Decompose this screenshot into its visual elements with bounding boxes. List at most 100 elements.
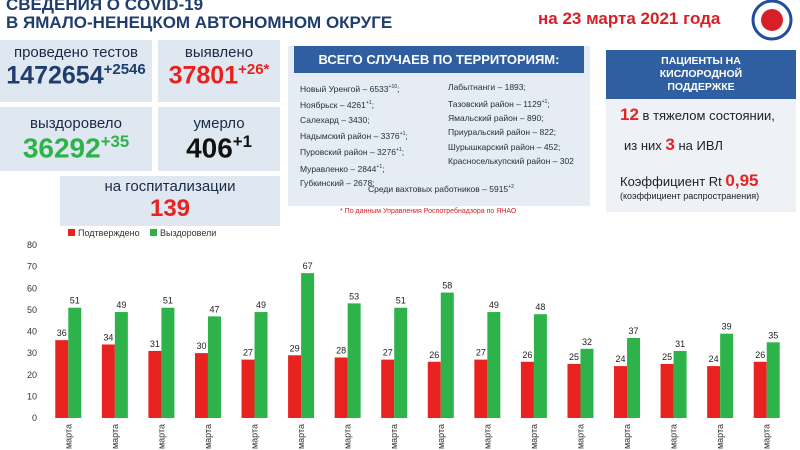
territory-item: Красноселькупский район – 302 — [448, 154, 574, 169]
ivl-value: 3 — [665, 135, 675, 154]
territory-text: Тазовский район – 1129 — [448, 98, 542, 109]
chart: 0 10 20 30 40 50 60 70 80 Подтверждено Выздоровели… — [27, 228, 780, 450]
territory-tail: ; — [397, 83, 400, 94]
territory-item: Ямальский район – 890; — [448, 111, 574, 126]
territory-delta: +2 — [508, 184, 514, 190]
rt-label: Коэффициент Rt — [620, 174, 722, 189]
x-tick-label: 12 марта — [250, 424, 260, 450]
value-label: 51 — [163, 296, 173, 306]
y-tick-label: 60 — [27, 283, 37, 293]
territory-tail: ; — [371, 100, 375, 111]
y-tick-label: 10 — [27, 391, 37, 401]
value-label: 51 — [396, 296, 406, 306]
logo — [751, 0, 793, 41]
x-tick-label: 19 марта — [575, 424, 585, 450]
delta: +35 — [100, 132, 130, 151]
bar — [254, 312, 268, 418]
value-label: 28 — [336, 345, 346, 355]
label: проведено тестов — [13, 44, 139, 61]
y-tick-label: 30 — [27, 348, 37, 358]
x-tick-label: 17 марта — [482, 424, 492, 450]
value: 36292 — [22, 132, 101, 164]
patients-title: ПАЦИЕНТЫ НА КИСЛОРОДНОЙ ПОДДЕРЖКЕ — [606, 50, 796, 99]
x-tick-label: 23 марта — [762, 424, 772, 450]
x-tick-label: 20 марта — [622, 424, 632, 450]
territory-item: Муравленко – 2844+1; — [300, 160, 408, 176]
bar — [334, 357, 348, 418]
bar — [194, 353, 208, 418]
delta: +1 — [232, 132, 252, 151]
bar — [68, 307, 82, 418]
territory-panel: ВСЕГО СЛУЧАЕВ ПО ТЕРРИТОРИЯМ: Новый Урен… — [288, 46, 590, 206]
value-label: 25 — [569, 352, 579, 362]
y-tick-label: 0 — [32, 413, 37, 423]
bar — [520, 361, 534, 418]
value-label: 48 — [535, 302, 545, 312]
bar — [394, 307, 408, 418]
y-tick-label: 20 — [27, 370, 37, 380]
bar — [627, 337, 641, 418]
bar — [474, 359, 488, 418]
x-tick-label: 14 марта — [343, 424, 353, 450]
territory-delta: +1 — [399, 131, 406, 138]
value-label: 49 — [256, 300, 266, 310]
x-tick-label: 16 марта — [436, 424, 446, 450]
patients-panel: ПАЦИЕНТЫ НА КИСЛОРОДНОЙ ПОДДЕРЖКЕ 12 в т… — [606, 50, 796, 212]
territory-text: Ноябрьск – 4261 — [300, 100, 366, 111]
value: 139 — [149, 195, 191, 222]
value-label: 31 — [150, 339, 160, 349]
severe-label: в тяжелом состоянии, — [642, 108, 775, 123]
territory-title: ВСЕГО СЛУЧАЕВ ПО ТЕРРИТОРИЯМ: — [294, 46, 584, 73]
territory-tail: ; — [382, 163, 385, 174]
x-tick-label: 10 марта — [156, 424, 166, 450]
territory-text: Среди вахтовых работников – 5915 — [368, 183, 509, 194]
territory-delta: +1 — [541, 98, 548, 105]
territory-text: Новый Уренгой – 6533 — [300, 83, 389, 94]
value-label: 34 — [103, 332, 113, 342]
bar — [288, 355, 302, 418]
territory-item: Надымский район – 3376+1; — [300, 127, 408, 143]
y-tick-label: 80 — [27, 240, 37, 250]
bar — [241, 359, 255, 418]
value-label: 47 — [209, 304, 219, 314]
value-label: 35 — [768, 330, 778, 340]
bar — [101, 344, 115, 418]
date: на 23 марта 2021 года — [538, 9, 721, 28]
value-label: 51 — [70, 296, 80, 306]
bar — [487, 312, 501, 418]
header-title: СВЕДЕНИЯ О COVID-19 В ЯМАЛО-НЕНЕЦКОМ АВТ… — [6, 0, 392, 32]
territory-shift: Среди вахтовых работников – 5915+2 — [368, 180, 514, 196]
legend-label: Подтверждено — [78, 228, 140, 238]
territory-tail: ; — [405, 130, 408, 141]
territory-text: Губкинский – 2678; — [300, 178, 375, 189]
value: 37801 — [168, 61, 239, 90]
territory-item: Новый Уренгой – 6533+10; — [300, 80, 408, 96]
x-tick-label: 15 марта — [389, 424, 399, 450]
value-label: 25 — [662, 352, 672, 362]
value-label: 24 — [709, 354, 719, 364]
bar — [301, 273, 315, 418]
bar — [161, 307, 175, 418]
legend-swatch — [150, 229, 157, 236]
value-label: 24 — [616, 354, 626, 364]
territory-left: Новый Уренгой – 6533+10; Ноябрьск – 4261+… — [300, 80, 408, 191]
label: умерло — [193, 115, 245, 132]
ivl-label: на ИВЛ — [678, 138, 723, 153]
label: на госпитализации — [104, 178, 236, 195]
bar — [673, 350, 687, 418]
tests-box: проведено тестов 1472654+2546 — [0, 40, 152, 102]
value-label: 67 — [303, 261, 313, 271]
territory-tail: ; — [401, 147, 405, 158]
value-label: 26 — [522, 350, 532, 360]
territory-delta: +10 — [388, 84, 398, 90]
x-tick-label: 13 марта — [296, 424, 306, 450]
territory-item: Лабытнанги – 1893; — [448, 80, 574, 95]
footnote: * По данным Управления Роспотребнадзора … — [340, 208, 517, 215]
delta: +2546 — [103, 61, 146, 78]
delta: +26* — [238, 61, 270, 78]
value-label: 31 — [675, 339, 685, 349]
rt-value: 0,95 — [725, 171, 759, 190]
territory-item: Ноябрьск – 4261+1; — [300, 96, 408, 112]
territory-text: Пуровский район – 3276 — [300, 147, 396, 158]
